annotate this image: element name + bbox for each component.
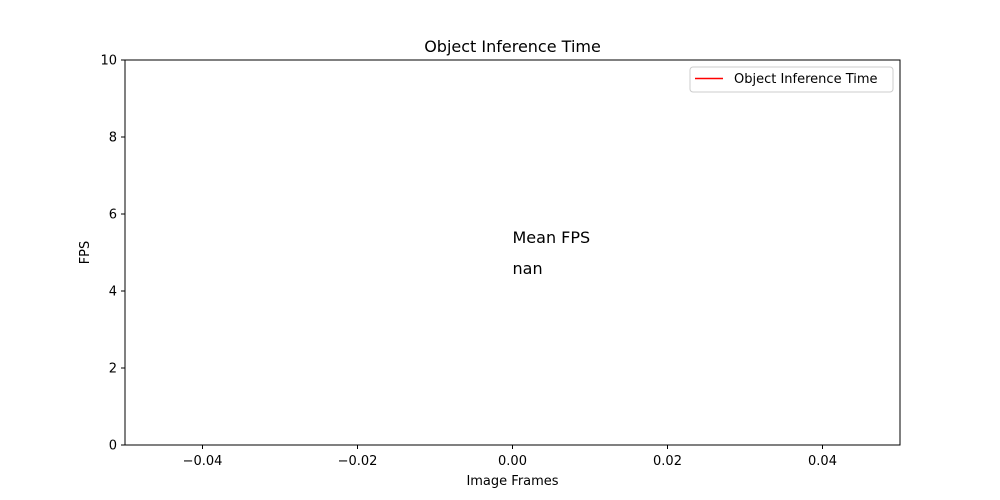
y-tick-label: 10 [100, 54, 117, 69]
y-tick-label: 6 [109, 208, 117, 223]
x-tick-label: 0.02 [653, 454, 682, 469]
y-tick-label: 4 [109, 285, 117, 300]
x-tick-label: 0.04 [808, 454, 837, 469]
plot-frame [124, 59, 901, 446]
chart-title: Object Inference Time [424, 37, 601, 56]
legend-box [689, 66, 894, 93]
legend-label: Object Inference Time [734, 72, 878, 87]
annotation-layer: Mean FPS nan [513, 228, 591, 278]
x-tick-label: 0.00 [498, 454, 527, 469]
x-tick-label: −0.02 [338, 454, 378, 469]
annotation-text: nan [513, 259, 543, 278]
annotation-text: Mean FPS [513, 228, 591, 247]
y-axis-label: FPS [78, 241, 93, 265]
y-axis: 0 2 4 6 8 10 [100, 54, 125, 454]
x-axis: −0.04 −0.02 0.00 0.02 0.04 [183, 445, 837, 469]
y-tick-label: 8 [109, 131, 117, 146]
x-tick-label: −0.04 [183, 454, 223, 469]
legend: Object Inference Time [689, 66, 894, 93]
x-axis-label: Image Frames [466, 474, 558, 489]
y-tick-label: 2 [109, 362, 117, 377]
y-tick-label: 0 [109, 439, 117, 454]
